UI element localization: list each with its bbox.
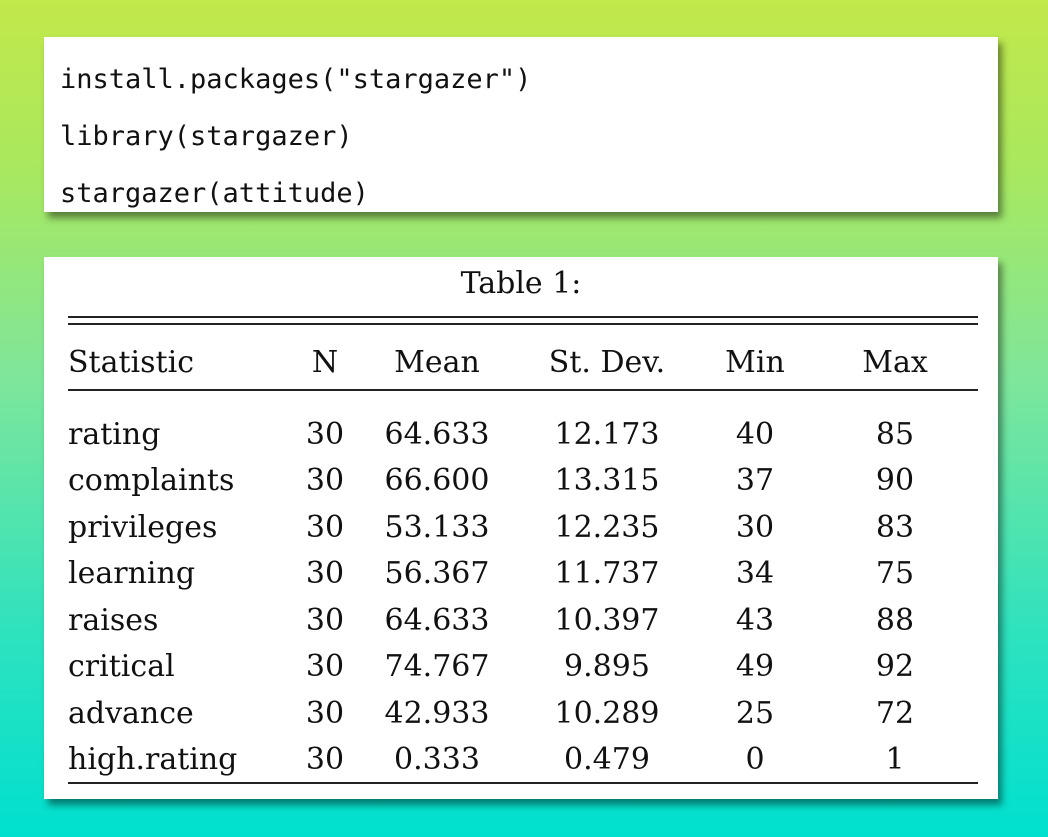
table-row: rating 30 64.633 12.173 40 85 xyxy=(68,411,978,458)
stats-table-panel: Table 1: Statistic N Mean St. Dev. Min M… xyxy=(44,257,998,799)
cell-max: 90 xyxy=(875,463,915,499)
table-bottom-rule xyxy=(68,782,978,784)
cell-st-dev: 11.737 xyxy=(554,556,660,592)
code-line: install.packages("stargazer") xyxy=(60,64,532,95)
cell-max: 85 xyxy=(875,416,915,452)
cell-n: 30 xyxy=(305,649,345,685)
table-header-row: Statistic N Mean St. Dev. Min Max xyxy=(68,335,978,389)
cell-statistic: high.rating xyxy=(68,742,238,778)
cell-min: 34 xyxy=(735,556,775,592)
header-max: Max xyxy=(862,344,928,380)
cell-max: 88 xyxy=(875,602,915,638)
table-row: advance 30 42.933 10.289 25 72 xyxy=(68,690,978,737)
cell-statistic: advance xyxy=(68,695,194,731)
cell-max: 83 xyxy=(875,509,915,545)
cell-statistic: complaints xyxy=(68,463,235,499)
code-line: library(stargazer) xyxy=(60,121,353,152)
header-st-dev: St. Dev. xyxy=(548,344,666,380)
cell-statistic: rating xyxy=(68,416,161,452)
cell-n: 30 xyxy=(305,742,345,778)
cell-n: 30 xyxy=(305,695,345,731)
cell-statistic: privileges xyxy=(68,509,218,545)
cell-n: 30 xyxy=(305,463,345,499)
cell-st-dev: 10.289 xyxy=(554,695,660,731)
cell-st-dev: 12.173 xyxy=(554,416,660,452)
cell-min: 49 xyxy=(735,649,775,685)
cell-statistic: critical xyxy=(68,649,175,685)
cell-st-dev: 0.479 xyxy=(564,742,650,778)
cell-mean: 74.767 xyxy=(384,649,490,685)
table-row: privileges 30 53.133 12.235 30 83 xyxy=(68,504,978,551)
cell-max: 92 xyxy=(875,649,915,685)
cell-max: 75 xyxy=(875,556,915,592)
cell-min: 0 xyxy=(745,742,765,778)
table-caption: Table 1: xyxy=(460,266,582,301)
cell-max: 72 xyxy=(875,695,915,731)
table-top-rule xyxy=(68,316,978,318)
cell-max: 1 xyxy=(885,742,905,778)
table-row: complaints 30 66.600 13.315 37 90 xyxy=(68,458,978,505)
cell-min: 43 xyxy=(735,602,775,638)
header-min: Min xyxy=(725,344,785,380)
cell-n: 30 xyxy=(305,556,345,592)
header-mean: Mean xyxy=(394,344,480,380)
cell-mean: 53.133 xyxy=(384,509,490,545)
header-statistic: Statistic xyxy=(68,344,194,380)
table-row: learning 30 56.367 11.737 34 75 xyxy=(68,551,978,598)
cell-mean: 64.633 xyxy=(384,416,490,452)
cell-mean: 56.367 xyxy=(384,556,490,592)
cell-mean: 64.633 xyxy=(384,602,490,638)
cell-mean: 0.333 xyxy=(394,742,480,778)
cell-statistic: raises xyxy=(68,602,159,638)
table-row: critical 30 74.767 9.895 49 92 xyxy=(68,644,978,691)
table-row: high.rating 30 0.333 0.479 0 1 xyxy=(68,737,978,784)
cell-st-dev: 9.895 xyxy=(564,649,650,685)
table-row: raises 30 64.633 10.397 43 88 xyxy=(68,597,978,644)
code-lines: install.packages("stargazer") library(st… xyxy=(60,51,531,222)
cell-statistic: learning xyxy=(68,556,196,592)
cell-min: 30 xyxy=(735,509,775,545)
cell-st-dev: 10.397 xyxy=(554,602,660,638)
cell-st-dev: 12.235 xyxy=(554,509,660,545)
table-header-rule xyxy=(68,389,978,391)
cell-mean: 42.933 xyxy=(384,695,490,731)
code-line: stargazer(attitude) xyxy=(60,178,369,209)
stats-table: Statistic N Mean St. Dev. Min Max rating… xyxy=(68,335,978,783)
cell-min: 40 xyxy=(735,416,775,452)
cell-st-dev: 13.315 xyxy=(554,463,660,499)
table-top-rule xyxy=(68,323,978,325)
cell-mean: 66.600 xyxy=(384,463,490,499)
cell-n: 30 xyxy=(305,509,345,545)
header-n: N xyxy=(311,344,339,380)
cell-n: 30 xyxy=(305,602,345,638)
code-block: install.packages("stargazer") library(st… xyxy=(44,37,998,212)
cell-min: 25 xyxy=(735,695,775,731)
cell-min: 37 xyxy=(735,463,775,499)
cell-n: 30 xyxy=(305,416,345,452)
